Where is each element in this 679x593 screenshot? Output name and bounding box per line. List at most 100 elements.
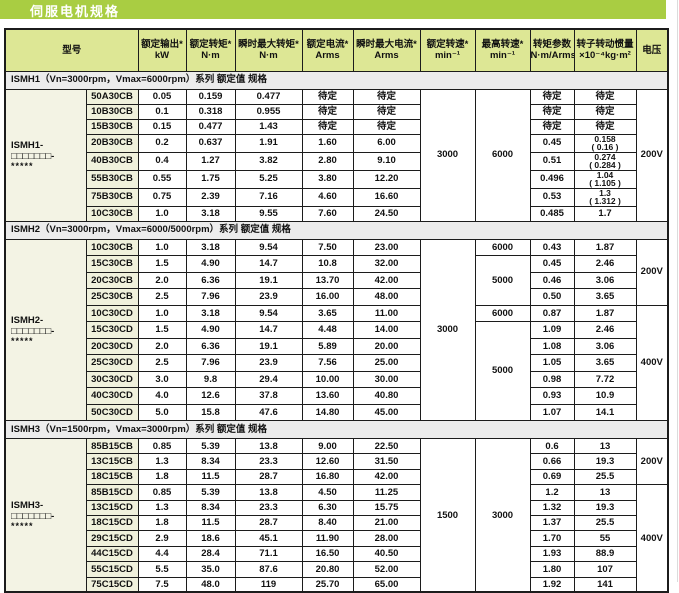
spec-cell-torque_param: 1.08 bbox=[529, 337, 575, 355]
spec-cell-output: 0.75 bbox=[137, 187, 187, 207]
col-header: 电压 bbox=[635, 28, 669, 72]
section-header: ISMH3（Vn=1500rpm，Vmax=3000rpm）系列 额定值 规格 bbox=[4, 420, 669, 439]
max-speed-cell: 6000 bbox=[474, 88, 531, 222]
spec-cell-current: 16.00 bbox=[301, 288, 354, 306]
model-cell: 15C30CB bbox=[85, 255, 139, 273]
table-row: 30C30CD 3.0 9.8 29.4 10.00 30.00 0.98 7.72 bbox=[5, 370, 668, 388]
page-title: 伺服电机规格 bbox=[30, 4, 121, 19]
spec-cell-torque_max: 45.1 bbox=[234, 530, 303, 547]
table-row: 40B30CB 0.4 1.27 3.82 2.80 9.10 0.51 0.274( 0.2… bbox=[5, 151, 668, 171]
spec-cell-torque: 8.34 bbox=[185, 499, 236, 516]
col-header-label: 额定转速* bbox=[426, 38, 469, 50]
spec-cell-torque_max: 14.7 bbox=[234, 255, 303, 273]
inertia-value: 25.5 bbox=[595, 471, 615, 483]
spec-cell-torque_max: 119 bbox=[234, 576, 303, 593]
inertia-value: 14.1 bbox=[595, 406, 615, 418]
spec-cell-current_max: 31.50 bbox=[352, 453, 421, 470]
section-header-row: ISMH3（Vn=1500rpm，Vmax=3000rpm）系列 额定值 规格 bbox=[4, 420, 669, 439]
spec-cell-output: 5.5 bbox=[137, 561, 187, 578]
spec-cell-torque: 3.18 bbox=[185, 304, 236, 322]
model-cell: 40B30CB bbox=[85, 151, 139, 171]
spec-cell-current: 25.70 bbox=[301, 576, 354, 593]
spec-cell-torque: 9.8 bbox=[185, 370, 236, 388]
max-speed-cell: 5000 bbox=[474, 321, 531, 421]
spec-cell-torque_max: 1.43 bbox=[234, 118, 303, 135]
inertia-subvalue: ( 0.16 ) bbox=[591, 142, 619, 152]
spec-cell-output: 0.4 bbox=[137, 151, 187, 171]
inertia-cell: 107 bbox=[573, 561, 637, 578]
spec-cell-current: 11.90 bbox=[301, 530, 354, 547]
spec-cell-torque_param: 待定 bbox=[529, 88, 575, 105]
inertia-value: 3.65 bbox=[595, 291, 615, 303]
table-row: ISMH1- □□□□□□□- ***** 50A30CB 0.05 0.159 0.477… bbox=[4, 88, 669, 222]
spec-cell-current_max: 11.25 bbox=[352, 484, 421, 501]
table-row: 18C15CD 1.8 11.5 28.7 8.40 21.00 1.37 25.5 bbox=[5, 514, 668, 532]
spec-cell-torque_max: 28.7 bbox=[234, 514, 303, 532]
inertia-value: 13 bbox=[599, 440, 611, 452]
col-header: 瞬时最大转矩* N·m bbox=[234, 28, 303, 72]
spec-cell-torque: 4.90 bbox=[185, 321, 236, 339]
spec-cell-torque: 7.96 bbox=[185, 288, 236, 306]
model-cell: 13C15CD bbox=[85, 499, 139, 516]
max-speed-cell: 6000 bbox=[474, 304, 531, 322]
spec-cell-torque_max: 19.1 bbox=[234, 271, 303, 289]
spec-cell-torque_max: 7.16 bbox=[234, 187, 303, 207]
inertia-value: 0.274 bbox=[594, 152, 616, 162]
inertia-cell: 2.46 bbox=[573, 255, 637, 273]
spec-cell-output: 0.85 bbox=[137, 437, 187, 455]
model-cell: 29C15CD bbox=[85, 530, 139, 547]
spec-cell-torque_max: 3.82 bbox=[234, 151, 303, 171]
table-row: 75C15CD 7.5 48.0 119 25.70 65.00 1.92 141 bbox=[5, 576, 668, 593]
col-header-unit: min⁻¹ bbox=[489, 50, 516, 62]
header-row: 型号 额定输出* kW 额定转矩* N·m 瞬时最大转矩* N·m 额定电流* Arms 瞬时最大… bbox=[4, 28, 669, 72]
spec-cell-output: 3.0 bbox=[137, 370, 187, 388]
inertia-value: 1.87 bbox=[595, 307, 615, 319]
inertia-cell: 88.9 bbox=[573, 545, 637, 563]
model-cell: 50C30CD bbox=[85, 403, 139, 421]
model-group-line: ***** bbox=[11, 521, 34, 532]
spec-cell-output: 2.5 bbox=[137, 354, 187, 372]
spec-cell-current: 13.70 bbox=[301, 271, 354, 289]
model-group-line: □□□□□□□- bbox=[11, 325, 55, 337]
inertia-value: 55 bbox=[599, 532, 611, 544]
spec-cell-output: 0.85 bbox=[137, 484, 187, 501]
spec-cell-output: 2.0 bbox=[137, 271, 187, 289]
col-header-unit: ×10⁻⁴kg·m² bbox=[579, 50, 631, 62]
spec-cell-current: 8.40 bbox=[301, 514, 354, 532]
inertia-value: 待定 bbox=[595, 90, 615, 102]
inertia-value: 3.06 bbox=[595, 274, 615, 286]
spec-cell-torque_param: 1.70 bbox=[529, 530, 575, 547]
table-row: 20C30CB 2.0 6.36 19.1 13.70 42.00 0.46 3.06 bbox=[5, 271, 668, 289]
model-cell: 20B30CB bbox=[85, 133, 139, 153]
spec-cell-torque_max: 87.6 bbox=[234, 561, 303, 578]
spec-cell-current_max: 24.50 bbox=[352, 205, 421, 222]
section-header-row: ISMH1（Vn=3000rpm，Vmax=6000rpm）系列 额定值 规格 bbox=[4, 70, 669, 90]
spec-cell-current_max: 6.00 bbox=[352, 133, 421, 153]
spec-cell-current: 6.30 bbox=[301, 499, 354, 516]
spec-cell-current: 4.60 bbox=[301, 187, 354, 207]
table-row: 20B30CB 0.2 0.637 1.91 1.60 6.00 0.45 0.158( 0.… bbox=[5, 133, 668, 153]
table-row: 10C30CD 1.0 3.18 9.54 3.65 11.00 6000 0.87 1.87 4… bbox=[5, 304, 669, 421]
spec-cell-torque_param: 0.50 bbox=[529, 288, 575, 306]
table-row: ISMH3- □□□□□□□- ***** 85B15CB 0.85 5.39 13.8 9.… bbox=[4, 437, 669, 593]
inertia-value: 1.3 bbox=[599, 188, 611, 198]
spec-cell-current: 3.65 bbox=[301, 304, 354, 322]
col-header-unit: Arms bbox=[374, 50, 399, 62]
spec-cell-torque_param: 0.53 bbox=[529, 187, 575, 207]
spec-cell-current_max: 22.50 bbox=[352, 437, 421, 455]
model-cell: 30C30CD bbox=[85, 370, 139, 388]
spec-cell-torque: 11.5 bbox=[185, 514, 236, 532]
spec-cell-output: 1.0 bbox=[137, 205, 187, 222]
model-group-line: □□□□□□□- bbox=[11, 511, 55, 523]
rated-speed-cell: 3000 bbox=[419, 88, 476, 222]
inertia-value: 19.3 bbox=[595, 455, 615, 467]
spec-cell-current_max: 42.00 bbox=[352, 271, 421, 289]
col-header-label: 额定转矩* bbox=[189, 38, 232, 50]
spec-cell-torque_max: 9.54 bbox=[234, 238, 303, 256]
inertia-subvalue: ( 0.284 ) bbox=[589, 160, 621, 170]
spec-cell-output: 1.3 bbox=[137, 499, 187, 516]
inertia-subvalue: ( 1.105 ) bbox=[589, 178, 621, 188]
inertia-cell: 1.3( 1.312 ) bbox=[573, 187, 637, 207]
spec-cell-current: 5.89 bbox=[301, 337, 354, 355]
model-cell: 55C15CD bbox=[85, 561, 139, 578]
